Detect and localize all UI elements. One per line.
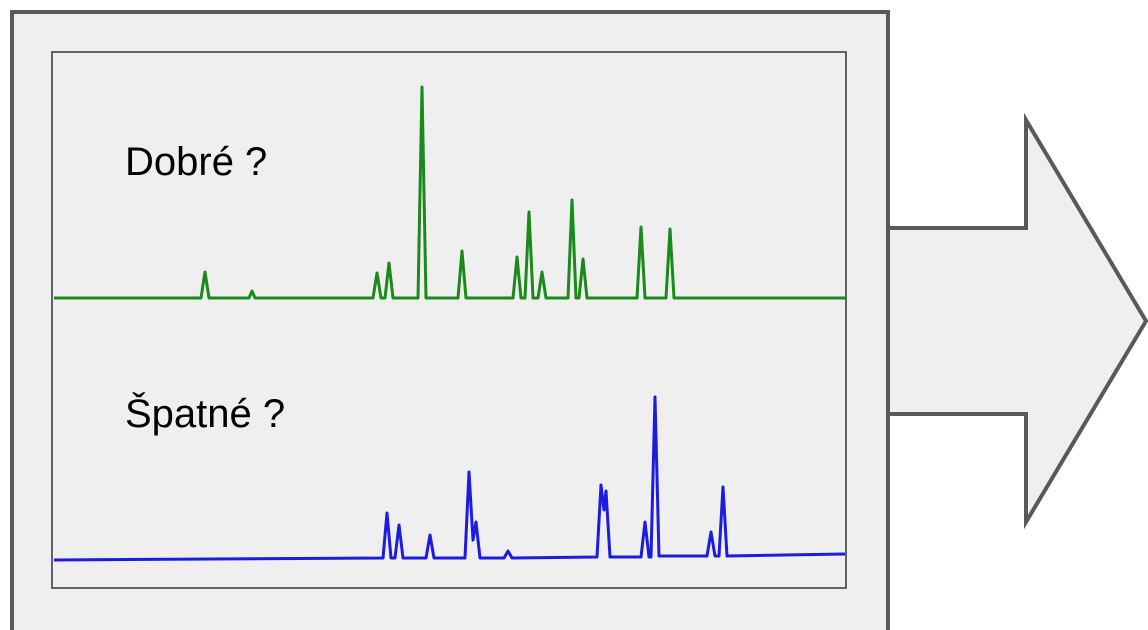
arrow bbox=[886, 112, 1148, 530]
spectra-panel bbox=[51, 51, 847, 589]
bad-spectrum bbox=[53, 395, 846, 562]
good-label: Dobré ? bbox=[125, 140, 267, 184]
bad-label: Špatné ? bbox=[125, 391, 285, 436]
good-spectrum bbox=[54, 85, 845, 300]
